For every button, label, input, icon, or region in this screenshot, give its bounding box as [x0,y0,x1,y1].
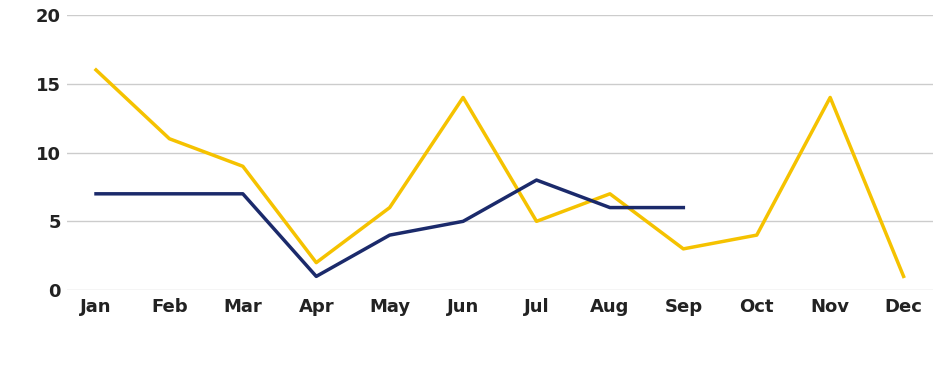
Legend: 2020, 2021: 2020, 2021 [388,366,611,372]
